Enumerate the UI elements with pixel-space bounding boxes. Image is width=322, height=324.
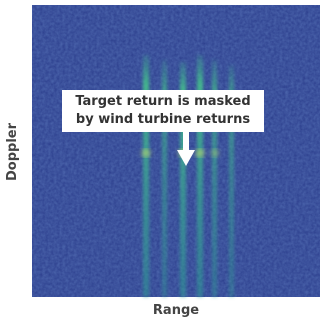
annotation-line: by wind turbine returns <box>76 112 250 127</box>
range-doppler-map <box>32 5 320 297</box>
x-axis-label: Range <box>153 303 199 318</box>
figure: Target return is masked by wind turbine … <box>0 0 322 320</box>
annotation-line: Target return is masked <box>75 94 250 109</box>
y-axis-label: Doppler <box>5 122 20 181</box>
